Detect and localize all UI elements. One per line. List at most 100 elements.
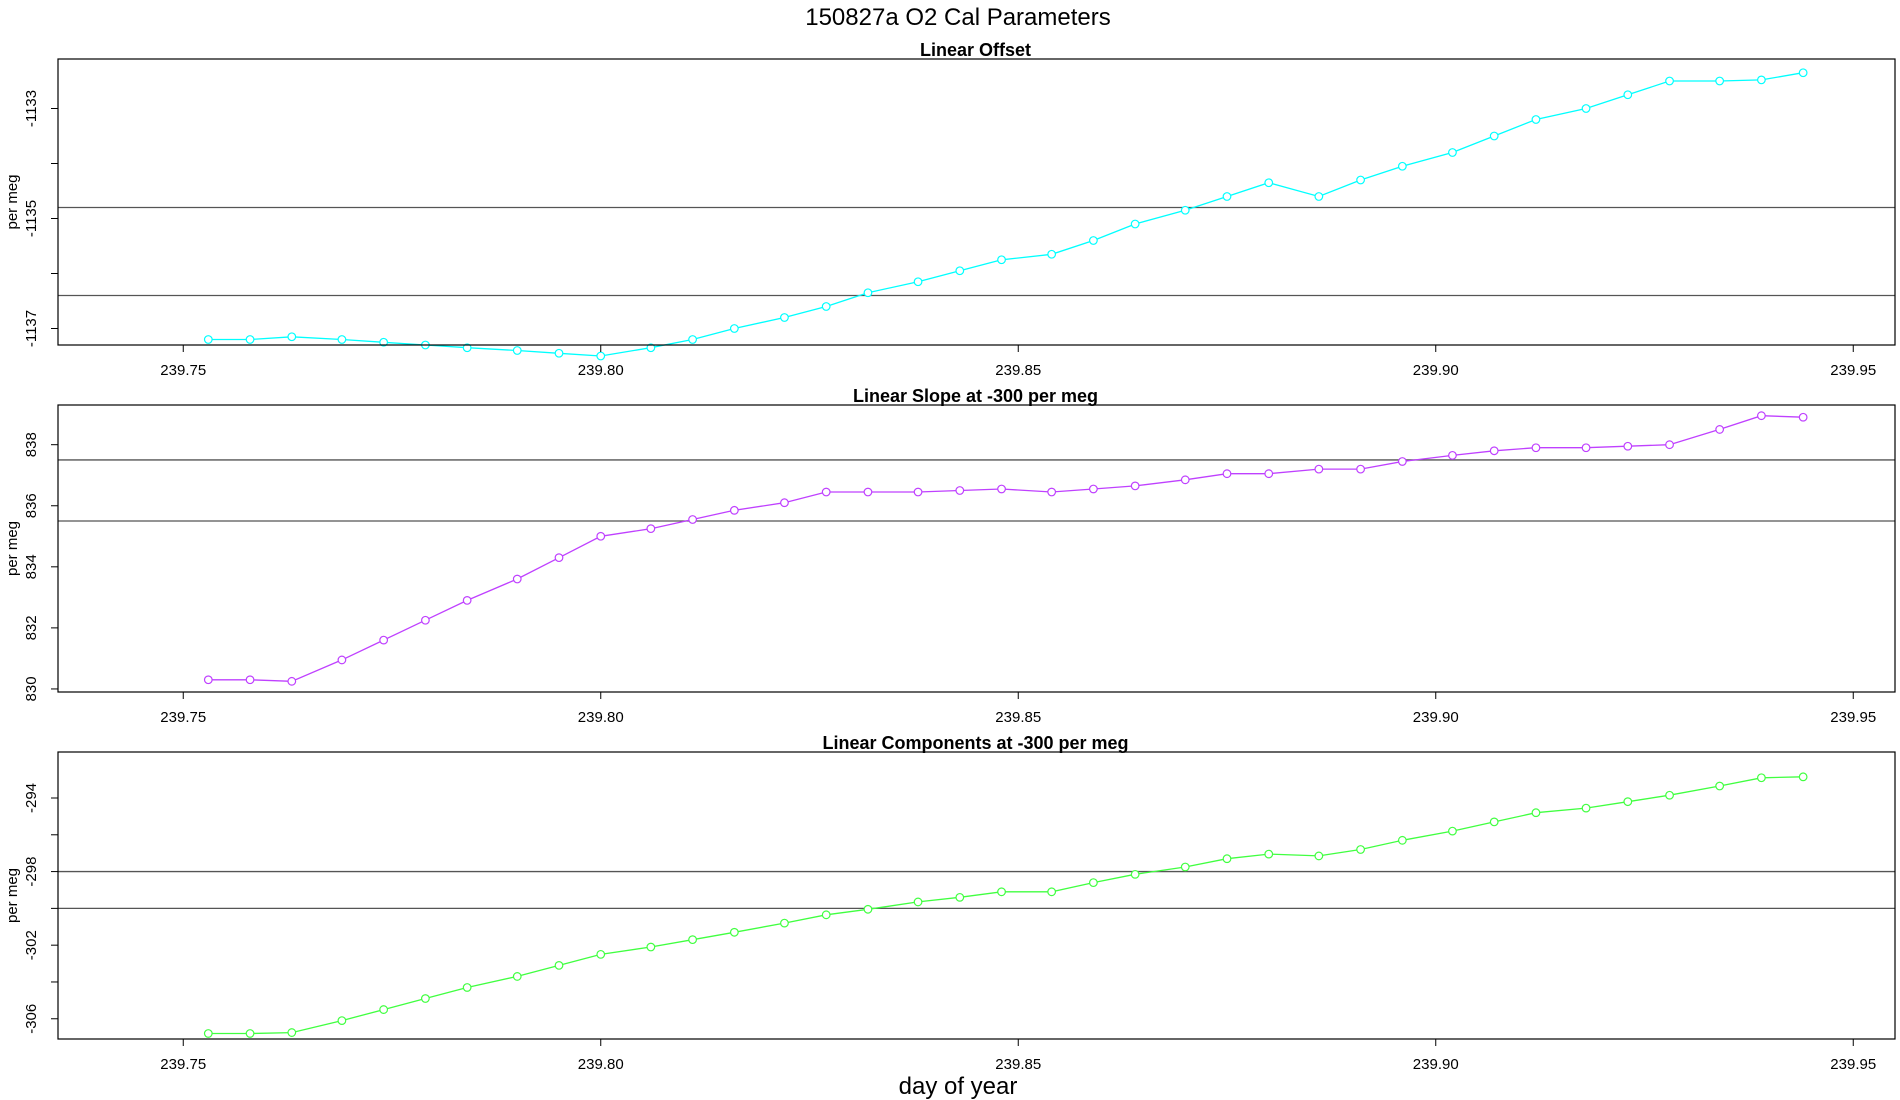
y-tick-label: -294 [23, 783, 40, 813]
data-point [1756, 75, 1766, 85]
data-point [1180, 862, 1190, 872]
data-point [462, 596, 472, 605]
data-point [287, 676, 297, 686]
data-point [1047, 887, 1057, 897]
x-tick-label: 239.85 [995, 362, 1041, 379]
x-tick-label: 239.90 [1413, 362, 1459, 379]
data-point [1222, 469, 1232, 479]
data-point [1088, 484, 1098, 494]
data-point [379, 337, 389, 347]
data-point [913, 487, 923, 497]
data-point [1798, 68, 1808, 78]
data-point [245, 1029, 255, 1038]
data-point [1665, 790, 1674, 800]
y-axis-label: per meg [4, 174, 21, 229]
data-point [1756, 773, 1766, 783]
y-tick-label: 832 [23, 615, 40, 640]
data-point [1356, 464, 1365, 474]
y-tick-label: 834 [23, 554, 40, 579]
x-tick-label: 239.75 [160, 709, 206, 726]
data-point [1264, 849, 1274, 859]
data-point [1715, 425, 1725, 434]
y-tick-label: -1137 [23, 310, 40, 347]
data-point [1448, 826, 1457, 836]
data-point [1581, 443, 1591, 453]
data-point [1222, 854, 1232, 864]
data-point [688, 935, 697, 945]
data-point [554, 553, 564, 563]
x-tick-label: 239.95 [1830, 1056, 1876, 1073]
data-point [554, 348, 564, 358]
data-point [287, 1028, 297, 1037]
data-point [1088, 878, 1098, 888]
panel-title: Linear Slope at -300 per meg [853, 386, 1098, 406]
data-point [1798, 412, 1808, 422]
data-point [337, 335, 347, 344]
data-point [1356, 175, 1365, 185]
data-point [997, 887, 1006, 897]
y-tick-label: -1133 [23, 90, 40, 127]
data-point [955, 266, 965, 276]
data-point [1531, 115, 1541, 124]
panel-title: Linear Offset [920, 40, 1031, 60]
y-tick-label: 838 [23, 432, 40, 457]
data-point [1130, 481, 1140, 491]
data-point [863, 288, 873, 298]
data-point [729, 927, 739, 937]
data-point [1314, 192, 1324, 201]
data-point [1489, 446, 1499, 456]
data-point [1715, 76, 1725, 86]
data-point [596, 351, 606, 361]
data-point [421, 615, 430, 625]
x-tick-label: 239.90 [1413, 1056, 1459, 1073]
data-point [554, 961, 564, 970]
x-tick-label: 239.75 [160, 1056, 206, 1073]
data-point [1314, 851, 1324, 861]
data-point [646, 524, 656, 534]
data-point [421, 994, 430, 1003]
data-point [955, 892, 965, 902]
data-point [688, 335, 697, 344]
x-tick-label: 239.80 [578, 362, 624, 379]
data-point [1047, 487, 1057, 497]
data-point [821, 487, 831, 497]
data-point [1222, 192, 1232, 201]
data-point [1397, 835, 1407, 845]
data-point [1130, 869, 1140, 879]
figure-title: 150827a O2 Cal Parameters [805, 4, 1111, 31]
panel-title: Linear Components at -300 per meg [822, 733, 1128, 753]
data-point [1047, 249, 1057, 259]
x-tick-label: 239.95 [1830, 709, 1876, 726]
data-point [1715, 781, 1725, 791]
data-point [512, 574, 522, 584]
data-point [913, 277, 923, 287]
y-tick-label: -1135 [23, 200, 40, 237]
data-point [1180, 205, 1190, 215]
y-tick-label: -302 [23, 930, 40, 960]
y-tick-label: -306 [23, 1004, 40, 1034]
y-tick-label: -298 [23, 857, 40, 887]
data-point [1665, 76, 1674, 86]
data-point [780, 313, 789, 322]
plot-frame [57, 751, 1896, 1040]
data-point [596, 531, 606, 541]
data-point [913, 897, 923, 907]
data-point [203, 675, 213, 685]
data-point [997, 255, 1006, 265]
x-tick-label: 239.90 [1413, 709, 1459, 726]
x-tick-label: 239.95 [1830, 362, 1876, 379]
data-point [1756, 411, 1766, 421]
data-point [688, 515, 697, 524]
data-point [646, 343, 656, 353]
data-point [462, 983, 472, 992]
data-point [821, 302, 831, 311]
data-point [287, 332, 297, 342]
data-point [1130, 219, 1140, 229]
data-point [821, 910, 831, 920]
data-point [780, 498, 789, 508]
data-point [863, 904, 873, 914]
y-axis-label: per meg [4, 868, 21, 923]
chart-panels: Linear Offset 239.75 239.80 239.85 239.90 239… [4, 40, 1896, 1073]
data-point [1623, 441, 1633, 451]
x-tick-label: 239.80 [578, 1056, 624, 1073]
